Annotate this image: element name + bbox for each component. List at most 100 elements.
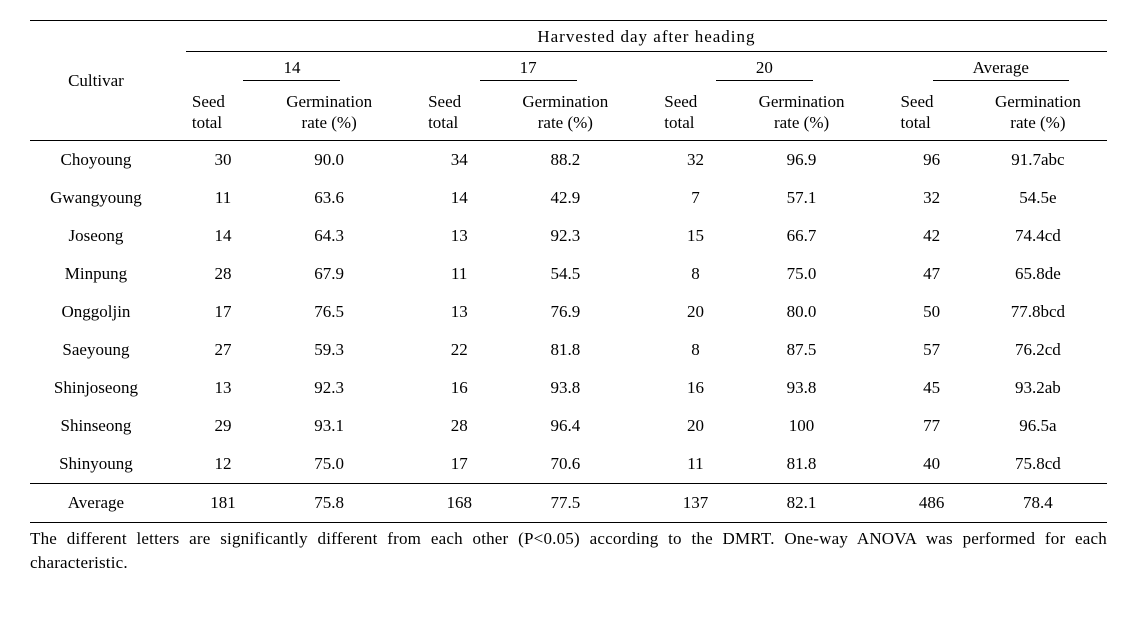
cell-seed: 8	[658, 331, 732, 369]
cell-seed: 22	[422, 331, 496, 369]
cell-germ: 75.0	[733, 255, 871, 293]
table-row: Shinjoseong1392.31693.81693.84593.2ab	[30, 369, 1107, 407]
group-header-20: 20	[658, 52, 870, 88]
table-row: Saeyoung2759.32281.8887.55776.2cd	[30, 331, 1107, 369]
cell-germ: 76.5	[260, 293, 398, 331]
cell-seed: 11	[422, 255, 496, 293]
cell-germ: 93.8	[496, 369, 634, 407]
cell-seed: 20	[658, 293, 732, 331]
cell-germ: 96.5a	[969, 407, 1107, 445]
cell-seed: 96	[894, 140, 968, 179]
sub-seed-20: Seed total	[658, 87, 732, 140]
footnote: The different letters are significantly …	[30, 527, 1107, 576]
cell-seed: 50	[894, 293, 968, 331]
cell-germ: 76.2cd	[969, 331, 1107, 369]
cell-germ: 54.5e	[969, 179, 1107, 217]
cell-germ: 75.0	[260, 445, 398, 484]
germination-table: Cultivar Harvested day after heading 14 …	[30, 20, 1107, 523]
cell-seed: 28	[186, 255, 260, 293]
cell-seed: 7	[658, 179, 732, 217]
cell-seed: 11	[186, 179, 260, 217]
cell-germ: 77.8bcd	[969, 293, 1107, 331]
cell-germ: 92.3	[260, 369, 398, 407]
cell-germ: 70.6	[496, 445, 634, 484]
cell-germ: 96.4	[496, 407, 634, 445]
avg-d14-g: 75.8	[260, 483, 398, 522]
cell-seed: 20	[658, 407, 732, 445]
cell-seed: 47	[894, 255, 968, 293]
table-row: Minpung2867.91154.5875.04765.8de	[30, 255, 1107, 293]
cell-germ: 81.8	[733, 445, 871, 484]
cultivar-name: Shinyoung	[30, 445, 162, 484]
table-row: Shinseong2993.12896.4201007796.5a	[30, 407, 1107, 445]
cultivar-name: Shinseong	[30, 407, 162, 445]
cell-germ: 92.3	[496, 217, 634, 255]
cell-seed: 34	[422, 140, 496, 179]
table-row: Shinyoung 1275.0 1770.6 1181.8 4075.8cd	[30, 445, 1107, 484]
cell-seed: 40	[894, 445, 968, 484]
cell-germ: 88.2	[496, 140, 634, 179]
sub-germ-avg: Germination rate (%)	[969, 87, 1107, 140]
avg-d14-s: 181	[186, 483, 260, 522]
cell-germ: 67.9	[260, 255, 398, 293]
cell-seed: 32	[894, 179, 968, 217]
cell-seed: 27	[186, 331, 260, 369]
avg-name: Average	[30, 483, 162, 522]
avg-avg-g: 78.4	[969, 483, 1107, 522]
cell-germ: 76.9	[496, 293, 634, 331]
cell-seed: 42	[894, 217, 968, 255]
cell-germ: 93.2ab	[969, 369, 1107, 407]
col-header-cultivar: Cultivar	[30, 21, 162, 141]
cell-germ: 42.9	[496, 179, 634, 217]
avg-d20-s: 137	[658, 483, 732, 522]
cell-seed: 13	[186, 369, 260, 407]
cell-seed: 77	[894, 407, 968, 445]
cell-germ: 66.7	[733, 217, 871, 255]
cell-seed: 8	[658, 255, 732, 293]
cell-seed: 16	[422, 369, 496, 407]
sub-seed-avg: Seed total	[894, 87, 968, 140]
cell-seed: 17	[186, 293, 260, 331]
cell-germ: 81.8	[496, 331, 634, 369]
cell-seed: 11	[658, 445, 732, 484]
group-header-14: 14	[186, 52, 398, 88]
cultivar-name: Onggoljin	[30, 293, 162, 331]
table-row: Gwangyoung1163.61442.9757.13254.5e	[30, 179, 1107, 217]
cell-seed: 29	[186, 407, 260, 445]
avg-d20-g: 82.1	[733, 483, 871, 522]
cell-germ: 100	[733, 407, 871, 445]
cell-seed: 45	[894, 369, 968, 407]
cell-germ: 90.0	[260, 140, 398, 179]
cell-germ: 93.1	[260, 407, 398, 445]
cell-germ: 64.3	[260, 217, 398, 255]
cell-germ: 91.7abc	[969, 140, 1107, 179]
cell-germ: 74.4cd	[969, 217, 1107, 255]
table-row-average: Average 181 75.8 168 77.5 137 82.1 486 7…	[30, 483, 1107, 522]
cell-seed: 15	[658, 217, 732, 255]
cell-seed: 32	[658, 140, 732, 179]
cultivar-name: Joseong	[30, 217, 162, 255]
group-header-17: 17	[422, 52, 634, 88]
cell-seed: 14	[186, 217, 260, 255]
cultivar-name: Shinjoseong	[30, 369, 162, 407]
group-header-avg: Average	[894, 52, 1107, 88]
super-header: Harvested day after heading	[186, 21, 1107, 52]
cell-seed: 16	[658, 369, 732, 407]
avg-d17-g: 77.5	[496, 483, 634, 522]
cell-germ: 75.8cd	[969, 445, 1107, 484]
table-row: Choyoung3090.03488.23296.99691.7abc	[30, 140, 1107, 179]
table-row: Onggoljin1776.51376.92080.05077.8bcd	[30, 293, 1107, 331]
cultivar-name: Choyoung	[30, 140, 162, 179]
avg-d17-s: 168	[422, 483, 496, 522]
sub-seed-17: Seed total	[422, 87, 496, 140]
cell-seed: 17	[422, 445, 496, 484]
sub-germ-17: Germination rate (%)	[496, 87, 634, 140]
cultivar-name: Minpung	[30, 255, 162, 293]
cell-germ: 93.8	[733, 369, 871, 407]
cell-seed: 12	[186, 445, 260, 484]
cell-seed: 13	[422, 293, 496, 331]
cell-seed: 13	[422, 217, 496, 255]
sub-germ-20: Germination rate (%)	[733, 87, 871, 140]
cell-seed: 30	[186, 140, 260, 179]
cell-germ: 65.8de	[969, 255, 1107, 293]
